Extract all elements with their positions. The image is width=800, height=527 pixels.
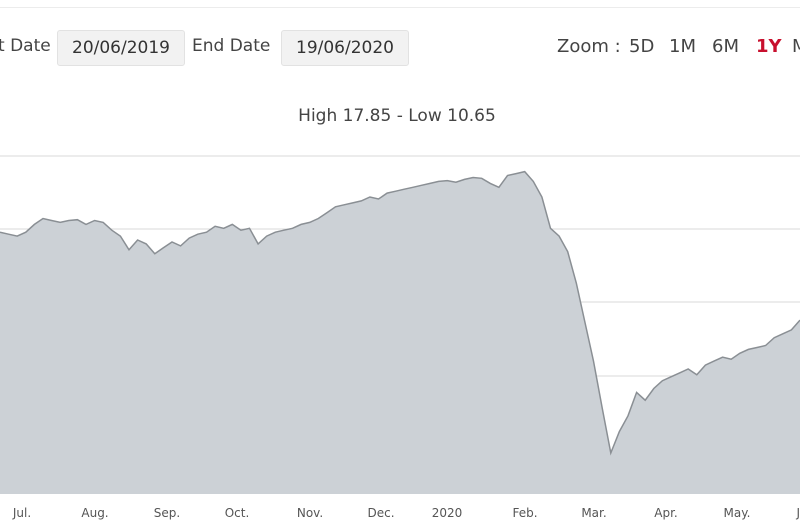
zoom-1m-button[interactable]: 1M [669,36,696,57]
zoom-1y-button[interactable]: 1Y [756,36,782,57]
x-tick-label: May. [724,506,751,520]
start-date-label: t Date [0,36,51,56]
x-tick-label: Dec. [367,506,394,520]
zoom-label: Zoom : [557,36,621,57]
price-line [0,170,800,456]
top-divider [0,7,800,8]
x-tick-label: 2020 [432,506,463,520]
x-tick-label: Oct. [225,506,250,520]
x-tick-label: Aug. [81,506,108,520]
x-tick-label: Sep. [154,506,180,520]
x-axis-ticks: Jul. Aug. Sep. Oct. Nov. Dec. 2020 Feb. Mar. Apr.… [12,506,800,520]
zoom-5d-button[interactable]: 5D [629,36,655,57]
zoom-6m-button[interactable]: 6M [712,36,739,57]
x-tick-label: Apr. [654,506,677,520]
x-tick-label: Jul. [12,506,31,520]
x-tick-label: J [795,506,800,520]
x-tick-label: Nov. [297,506,323,520]
chart-subtitle: High 17.85 - Low 10.65 [298,106,496,126]
x-tick-label: Mar. [581,506,606,520]
end-date-label: End Date [192,36,271,56]
price-area [0,171,800,494]
x-tick-label: Feb. [512,506,537,520]
zoom-max-button[interactable]: M [792,36,800,57]
end-date-input[interactable]: 19/06/2020 [281,30,409,66]
start-date-input[interactable]: 20/06/2019 [57,30,185,66]
